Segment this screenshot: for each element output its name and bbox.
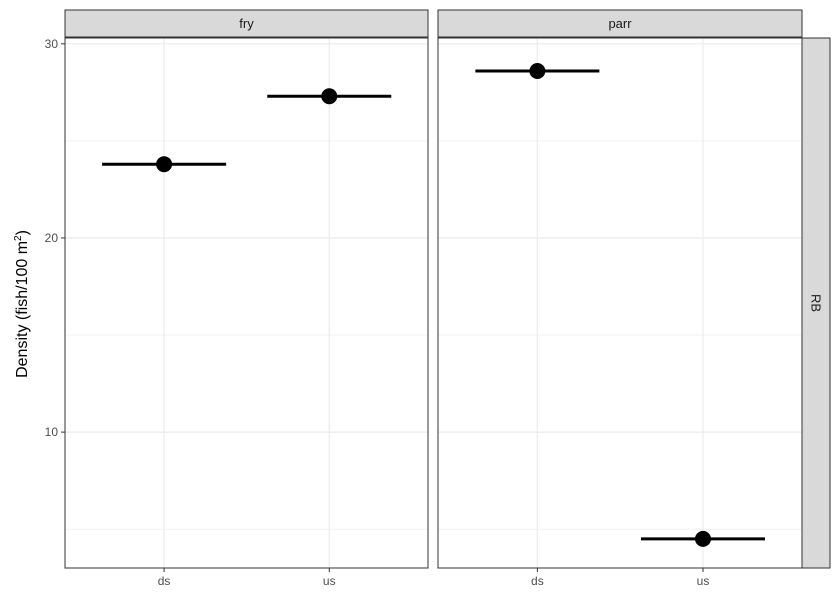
y-tick-label: 30 <box>45 37 59 51</box>
axis-layer: ds us ds us 10 20 30 <box>45 37 710 588</box>
panel-background <box>438 38 802 568</box>
strip-label-fry: fry <box>239 16 254 31</box>
panel-border <box>64 37 429 569</box>
x-tick-label-ds: ds <box>158 574 171 588</box>
strip-row-label: RB <box>809 294 824 312</box>
x-tick-label-ds: ds <box>531 574 544 588</box>
strip-row <box>801 37 831 569</box>
y-axis-title-main: Density (fish/100 m <box>14 241 31 378</box>
grid-layer <box>65 38 802 568</box>
x-tick-label-us: us <box>323 574 336 588</box>
y-axis-title-sup: 2 <box>13 235 24 241</box>
y-axis-title: Density (fish/100 m2) <box>13 230 31 378</box>
point-parr-us <box>694 530 711 547</box>
point-parr-ds <box>529 63 546 80</box>
y-axis-title-end: ) <box>14 230 31 235</box>
panel-background <box>65 38 428 568</box>
strip-label-parr: parr <box>608 16 632 31</box>
strip-fry <box>64 9 429 38</box>
y-tick-label: 20 <box>45 231 59 245</box>
point-fry-ds <box>156 156 173 173</box>
marks-layer <box>102 63 765 547</box>
y-tick-label: 10 <box>45 425 59 439</box>
strip-parr <box>437 9 803 38</box>
x-tick-label-us: us <box>697 574 710 588</box>
strip-layer: fry parr RB <box>64 9 831 569</box>
point-fry-us <box>321 88 338 105</box>
